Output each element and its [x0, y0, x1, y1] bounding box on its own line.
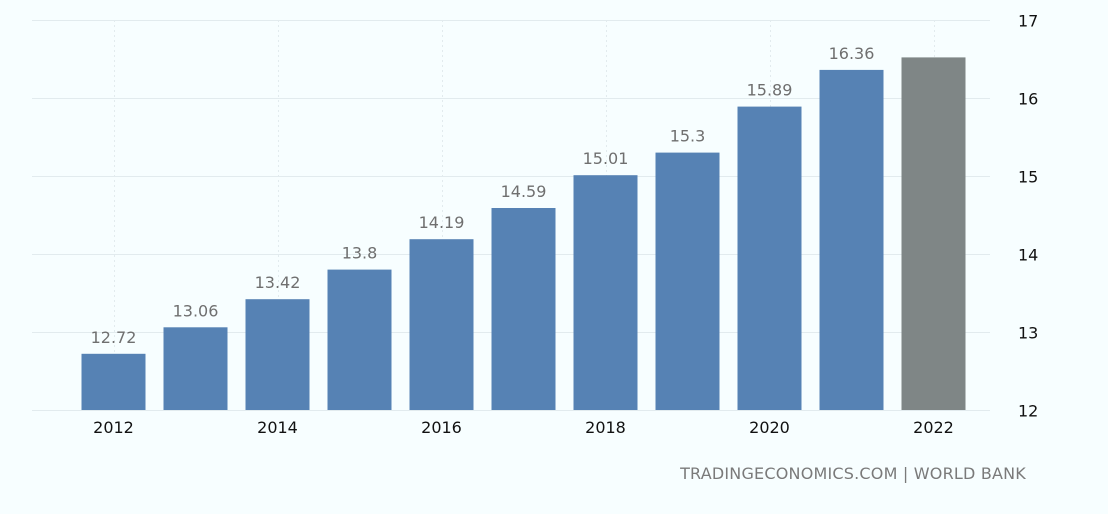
data-label-2013: 13.06 — [173, 301, 219, 320]
data-label-2012: 12.72 — [91, 328, 137, 347]
data-label-2021: 16.36 — [829, 44, 875, 63]
y-tick-label: 15 — [1018, 168, 1038, 187]
data-label-2017: 14.59 — [501, 182, 547, 201]
bar-2020[interactable] — [737, 106, 802, 410]
axis-layer: 12 13 14 15 16 17 2012 2014 2016 2018 2020 2022 — [93, 12, 1038, 438]
x-tick-label: 2018 — [585, 418, 626, 437]
x-tick-label: 2016 — [421, 418, 462, 437]
y-tick-label: 17 — [1018, 12, 1038, 31]
data-label-layer: 12.72 13.06 13.42 13.8 14.19 14.59 15.01 15.3 15… — [91, 44, 875, 347]
bar-2012[interactable] — [81, 353, 146, 410]
y-tick-label: 13 — [1018, 324, 1038, 343]
source-label: TRADINGECONOMICS.COM | WORLD BANK — [679, 464, 1026, 483]
y-tick-label: 12 — [1018, 402, 1038, 421]
x-tick-label: 2014 — [257, 418, 298, 437]
bar-layer — [81, 57, 966, 411]
x-tick-label: 2020 — [749, 418, 790, 437]
data-label-2018: 15.01 — [583, 149, 629, 168]
y-tick-label: 16 — [1018, 90, 1038, 109]
bar-2021[interactable] — [819, 69, 884, 411]
x-tick-label: 2012 — [93, 418, 134, 437]
bar-2022[interactable] — [901, 57, 966, 411]
bar-2013[interactable] — [163, 327, 228, 410]
bar-2015[interactable] — [327, 269, 392, 410]
bar-2017[interactable] — [491, 208, 556, 410]
data-label-2016: 14.19 — [419, 213, 465, 232]
bar-2019[interactable] — [655, 152, 720, 410]
bar-2016[interactable] — [409, 239, 474, 410]
data-label-2014: 13.42 — [255, 273, 301, 292]
data-label-2019: 15.3 — [670, 127, 706, 146]
x-tick-label: 2022 — [913, 418, 954, 437]
bar-2018[interactable] — [573, 175, 638, 410]
y-tick-label: 14 — [1018, 246, 1038, 265]
data-label-2015: 13.8 — [342, 244, 378, 263]
data-label-2020: 15.89 — [747, 81, 793, 100]
bar-2014[interactable] — [245, 299, 310, 410]
